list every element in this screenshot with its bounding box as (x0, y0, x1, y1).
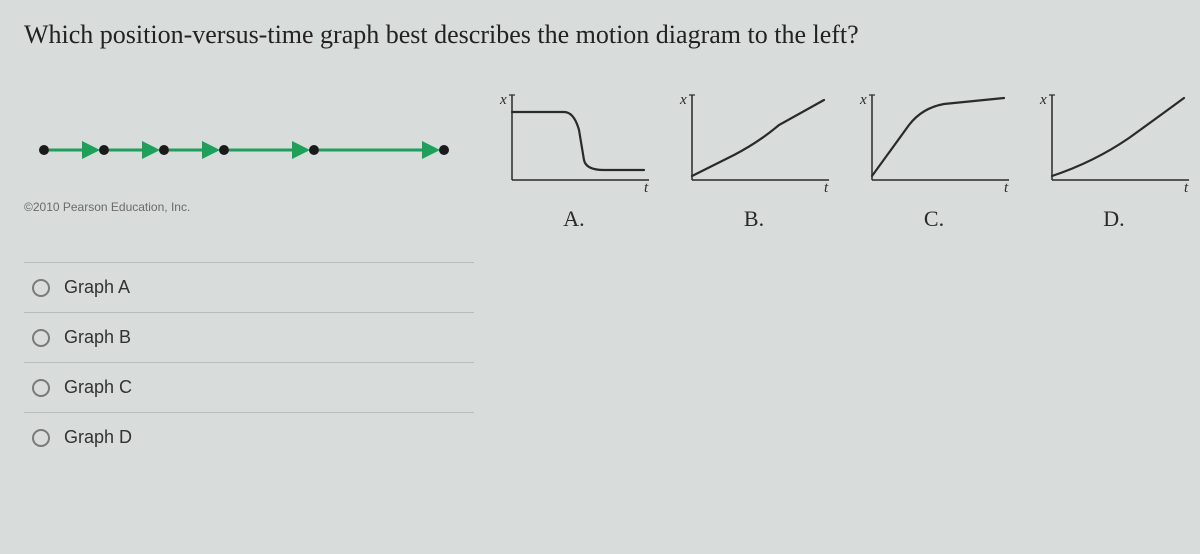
radio-icon[interactable] (32, 429, 50, 447)
motion-dot (219, 145, 229, 155)
option-b[interactable]: Graph B (24, 312, 474, 362)
graph-letter-label: D. (1034, 206, 1194, 232)
radio-icon[interactable] (32, 379, 50, 397)
graphs-row: xtA.xtB.xtC.xtD. (494, 90, 1194, 232)
graph-d: xtD. (1034, 90, 1194, 232)
x-axis-label: t (1004, 180, 1009, 196)
answer-options: Graph A Graph B Graph C Graph D (24, 262, 474, 462)
question-text: Which position-versus-time graph best de… (24, 20, 1176, 50)
graph-curve (1052, 98, 1184, 176)
figure-row: ©2010 Pearson Education, Inc. xtA.xtB.xt… (24, 90, 1176, 232)
graph-c: xtC. (854, 90, 1014, 232)
graph-svg: xt (674, 90, 834, 200)
graph-b: xtB. (674, 90, 834, 232)
graph-curve (692, 100, 824, 176)
radio-icon[interactable] (32, 329, 50, 347)
x-axis-label: t (644, 180, 649, 196)
y-axis-label: x (1039, 92, 1047, 108)
graph-letter-label: C. (854, 206, 1014, 232)
graph-curve (512, 112, 644, 170)
copyright-text: ©2010 Pearson Education, Inc. (24, 200, 474, 214)
graph-letter-label: A. (494, 206, 654, 232)
y-axis-label: x (499, 92, 507, 108)
y-axis-label: x (679, 92, 687, 108)
graph-a: xtA. (494, 90, 654, 232)
motion-dot (39, 145, 49, 155)
motion-diagram-block: ©2010 Pearson Education, Inc. (24, 90, 474, 214)
option-label: Graph A (64, 277, 130, 298)
option-label: Graph D (64, 427, 132, 448)
motion-dot (439, 145, 449, 155)
x-axis-label: t (824, 180, 829, 196)
graph-svg: xt (1034, 90, 1194, 200)
radio-icon[interactable] (32, 279, 50, 297)
x-axis-label: t (1184, 180, 1189, 196)
motion-diagram (24, 130, 474, 170)
option-label: Graph B (64, 327, 131, 348)
motion-dot (159, 145, 169, 155)
option-a[interactable]: Graph A (24, 262, 474, 312)
graph-letter-label: B. (674, 206, 834, 232)
option-d[interactable]: Graph D (24, 412, 474, 462)
option-label: Graph C (64, 377, 132, 398)
graph-curve (872, 98, 1004, 176)
y-axis-label: x (859, 92, 867, 108)
option-c[interactable]: Graph C (24, 362, 474, 412)
graph-svg: xt (854, 90, 1014, 200)
graph-svg: xt (494, 90, 654, 200)
motion-dot (99, 145, 109, 155)
motion-dot (309, 145, 319, 155)
